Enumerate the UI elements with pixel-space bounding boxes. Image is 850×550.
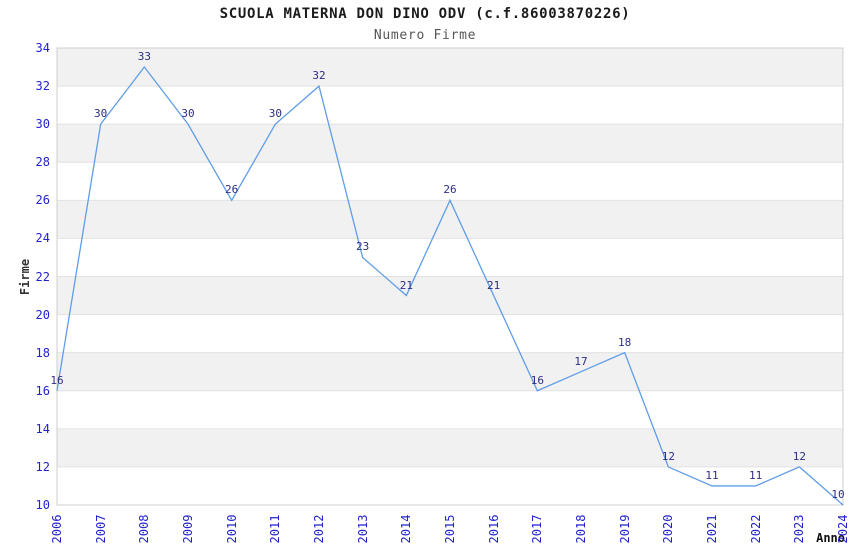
data-point-label: 12 (661, 449, 675, 463)
x-tick-label: 2011 (268, 514, 283, 544)
data-point-label: 30 (268, 107, 282, 121)
x-tick-label: 2016 (486, 514, 501, 544)
data-point-label: 26 (443, 183, 457, 197)
y-tick-label: 28 (35, 155, 50, 170)
data-point-label: 16 (530, 373, 544, 387)
plot-band (57, 428, 843, 467)
y-tick-label: 10 (35, 498, 50, 512)
y-tick-label: 20 (35, 307, 50, 322)
plot-band (57, 352, 843, 391)
x-tick-label: 2020 (661, 514, 676, 544)
data-point-label: 30 (181, 107, 195, 121)
data-point-label: 32 (312, 69, 326, 83)
data-point-label: 17 (574, 354, 588, 368)
series-line (56, 65, 844, 506)
x-tick-label: 2022 (748, 514, 763, 544)
data-point-label: 26 (225, 183, 239, 197)
x-tick-label: 2009 (181, 514, 195, 544)
plot-band (57, 276, 843, 315)
data-point-label: 30 (94, 107, 108, 121)
y-tick-label: 26 (35, 193, 50, 208)
data-point-label: 21 (487, 278, 501, 292)
y-tick-label: 30 (35, 117, 50, 132)
y-tick-label: 12 (35, 459, 50, 474)
data-point-label: 11 (749, 468, 763, 482)
x-tick-label: 2021 (705, 514, 719, 544)
data-point-label: 23 (356, 240, 370, 254)
x-tick-label: 2012 (312, 514, 326, 544)
y-tick-label: 24 (35, 231, 50, 246)
x-tick-label: 2010 (224, 514, 239, 544)
data-point-label: 21 (399, 278, 413, 292)
x-tick-label: 2008 (137, 514, 152, 544)
x-tick-label: 2006 (50, 514, 64, 544)
data-point-label: 16 (50, 373, 64, 387)
x-tick-label: 2014 (399, 514, 414, 544)
plot-border (56, 47, 844, 506)
data-point-label: 10 (831, 488, 845, 501)
data-point-label: 33 (137, 50, 151, 64)
chart-subtitle: Numero Firme (373, 28, 477, 43)
y-tick-label: 32 (35, 79, 50, 94)
plot-band (57, 124, 843, 163)
y-tick-label: 14 (35, 421, 50, 436)
x-axis-title: Anno (816, 531, 845, 545)
x-tick-label: 2017 (530, 514, 545, 544)
chart-title: SCUOLA MATERNA DON DINO ODV (c.f.8600387… (219, 6, 631, 22)
x-tick-label: 2013 (355, 514, 370, 544)
y-tick-label: 18 (35, 345, 50, 360)
y-tick-label: 22 (35, 269, 50, 284)
data-point-label: 11 (705, 468, 719, 482)
data-point-label: 12 (792, 449, 806, 463)
x-tick-label: 2015 (443, 514, 457, 544)
x-tick-label: 2023 (792, 514, 807, 544)
data-point-label: 18 (618, 335, 632, 349)
x-tick-label: 2024 (836, 514, 850, 544)
y-tick-label: 16 (35, 383, 50, 398)
x-tick-label: 2018 (574, 514, 588, 544)
plot-band (57, 48, 843, 87)
x-tick-label: 2007 (93, 514, 108, 544)
x-tick-label: 2019 (617, 514, 632, 544)
y-tick-label: 34 (35, 41, 50, 55)
plot-band (57, 200, 843, 239)
